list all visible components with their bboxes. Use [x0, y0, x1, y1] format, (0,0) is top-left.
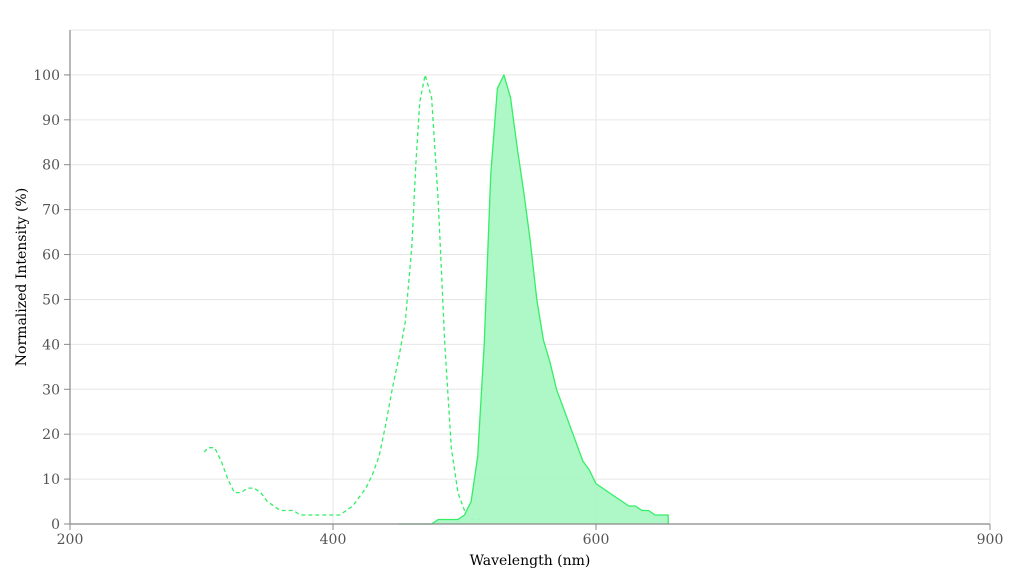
y-axis-title: Normalized Intensity (%) [14, 188, 30, 366]
axis-layer: 0 10 20 30 40 50 60 70 80 90 100 200 400 600 900 [33, 30, 1003, 548]
y-tick-label: 80 [42, 158, 60, 174]
y-tick-label: 10 [42, 472, 60, 488]
y-tick-label: 60 [42, 248, 60, 264]
y-tick-label: 70 [42, 203, 60, 219]
series-0-line [203, 74, 485, 521]
y-tick-label: 30 [42, 382, 60, 398]
x-tick-label: 200 [57, 532, 84, 548]
y-tick-label: 100 [33, 68, 60, 84]
x-tick-label: 900 [977, 532, 1004, 548]
y-tick-label: 20 [42, 427, 60, 443]
y-tick-label: 0 [51, 517, 60, 533]
y-tick-label: 50 [42, 292, 60, 308]
series-layer [203, 74, 669, 525]
series-1-line [398, 74, 669, 525]
x-axis-title: Wavelength (nm) [470, 553, 591, 569]
y-tick-label: 90 [42, 113, 60, 129]
x-tick-label: 400 [320, 532, 347, 548]
series-1-area [398, 74, 669, 525]
x-tick-label: 600 [583, 532, 610, 548]
y-tick-label: 40 [42, 337, 60, 353]
